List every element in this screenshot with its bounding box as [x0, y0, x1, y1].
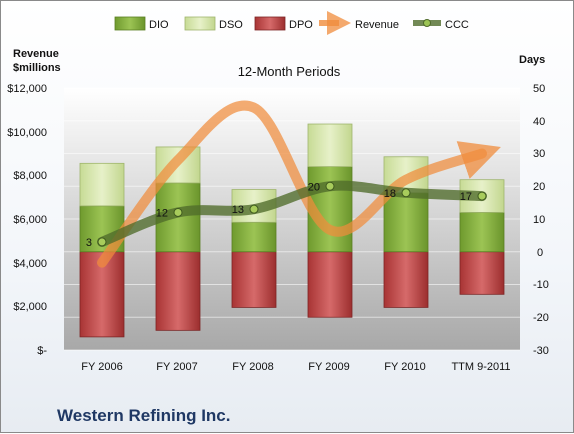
right-tick-label: 30 [533, 148, 545, 160]
bar-dio [231, 221, 277, 253]
bars-layer [79, 123, 505, 338]
legend: DIO DSO DPO Revenue CCC [114, 11, 469, 35]
left-axis-ticks: $- $2,000 $4,000 $6,000 $8,000 $10,000 $… [7, 83, 47, 357]
legend-item-dso: DSO [184, 16, 243, 31]
legend-label-dso: DSO [219, 19, 243, 31]
legend-label-ccc: CCC [445, 19, 469, 31]
right-tick-label: 0 [537, 247, 543, 259]
category-label: FY 2006 [81, 361, 122, 373]
category-label: FY 2009 [308, 361, 349, 373]
category-label: FY 2007 [156, 361, 197, 373]
revenue-line [97, 100, 501, 268]
right-tick-label: -20 [533, 312, 549, 324]
bar-dpo [231, 251, 277, 308]
bar-dso [307, 123, 353, 168]
category-label: FY 2008 [232, 361, 273, 373]
ccc-marker [97, 237, 107, 247]
bar-dpo [307, 251, 353, 318]
right-tick-label: -10 [533, 279, 549, 291]
left-tick-label: $- [37, 345, 47, 357]
left-tick-label: $12,000 [7, 83, 47, 95]
left-tick-label: $2,000 [13, 301, 47, 313]
legend-item-dpo: DPO [254, 16, 313, 31]
company-name: Western Refining Inc. [57, 406, 231, 425]
right-axis-label: Days [519, 54, 545, 66]
left-tick-label: $6,000 [13, 214, 47, 226]
left-tick-label: $4,000 [13, 258, 47, 270]
right-tick-label: 40 [533, 116, 545, 128]
ccc-data-label: 18 [384, 188, 396, 200]
ccc-marker [249, 204, 259, 214]
legend-label-dpo: DPO [289, 19, 313, 31]
category-axis: FY 2006 FY 2007 FY 2008 FY 2009 FY 2010 … [81, 361, 510, 373]
right-tick-label: 20 [533, 181, 545, 193]
bar-dpo [383, 251, 429, 308]
legend-label-dio: DIO [149, 19, 169, 31]
right-tick-label: 50 [533, 83, 545, 95]
ccc-data-label: 12 [156, 207, 168, 219]
bar-dpo [459, 251, 505, 295]
bar-dpo [155, 251, 201, 331]
ccc-data-label: 3 [86, 237, 92, 249]
legend-item-revenue: Revenue [319, 11, 399, 35]
legend-swatch-dso [184, 16, 216, 31]
ccc-marker [325, 181, 335, 191]
right-tick-label: -30 [533, 345, 549, 357]
ccc-marker [401, 188, 411, 198]
bar-dio [459, 212, 505, 253]
chart-title: 12-Month Periods [238, 64, 341, 79]
legend-marker-ccc [423, 19, 431, 27]
legend-swatch-dpo [254, 16, 286, 31]
gridlines [64, 87, 520, 351]
legend-item-ccc: CCC [413, 19, 469, 31]
legend-item-dio: DIO [114, 16, 169, 31]
left-axis-label-line2: $millions [13, 62, 61, 74]
ccc-data-label: 20 [308, 181, 320, 193]
left-axis-label-line1: Revenue [13, 48, 59, 60]
bar-dio [383, 192, 429, 253]
left-tick-label: $8,000 [13, 170, 47, 182]
category-label: TTM 9-2011 [451, 361, 510, 373]
right-tick-label: 10 [533, 214, 545, 226]
ccc-data-label: 17 [460, 191, 472, 203]
category-label: FY 2010 [384, 361, 425, 373]
left-tick-label: $10,000 [7, 127, 47, 139]
right-axis-ticks: -30 -20 -10 0 10 20 30 40 50 [533, 83, 549, 357]
lines-layer: 3 12 13 20 18 17 [86, 100, 501, 268]
ccc-marker [173, 207, 183, 217]
bar-dso [79, 162, 125, 207]
legend-label-revenue: Revenue [355, 19, 399, 31]
ccc-data-label: 13 [232, 204, 244, 216]
legend-swatch-dio [114, 16, 146, 31]
ccc-marker [477, 191, 487, 201]
